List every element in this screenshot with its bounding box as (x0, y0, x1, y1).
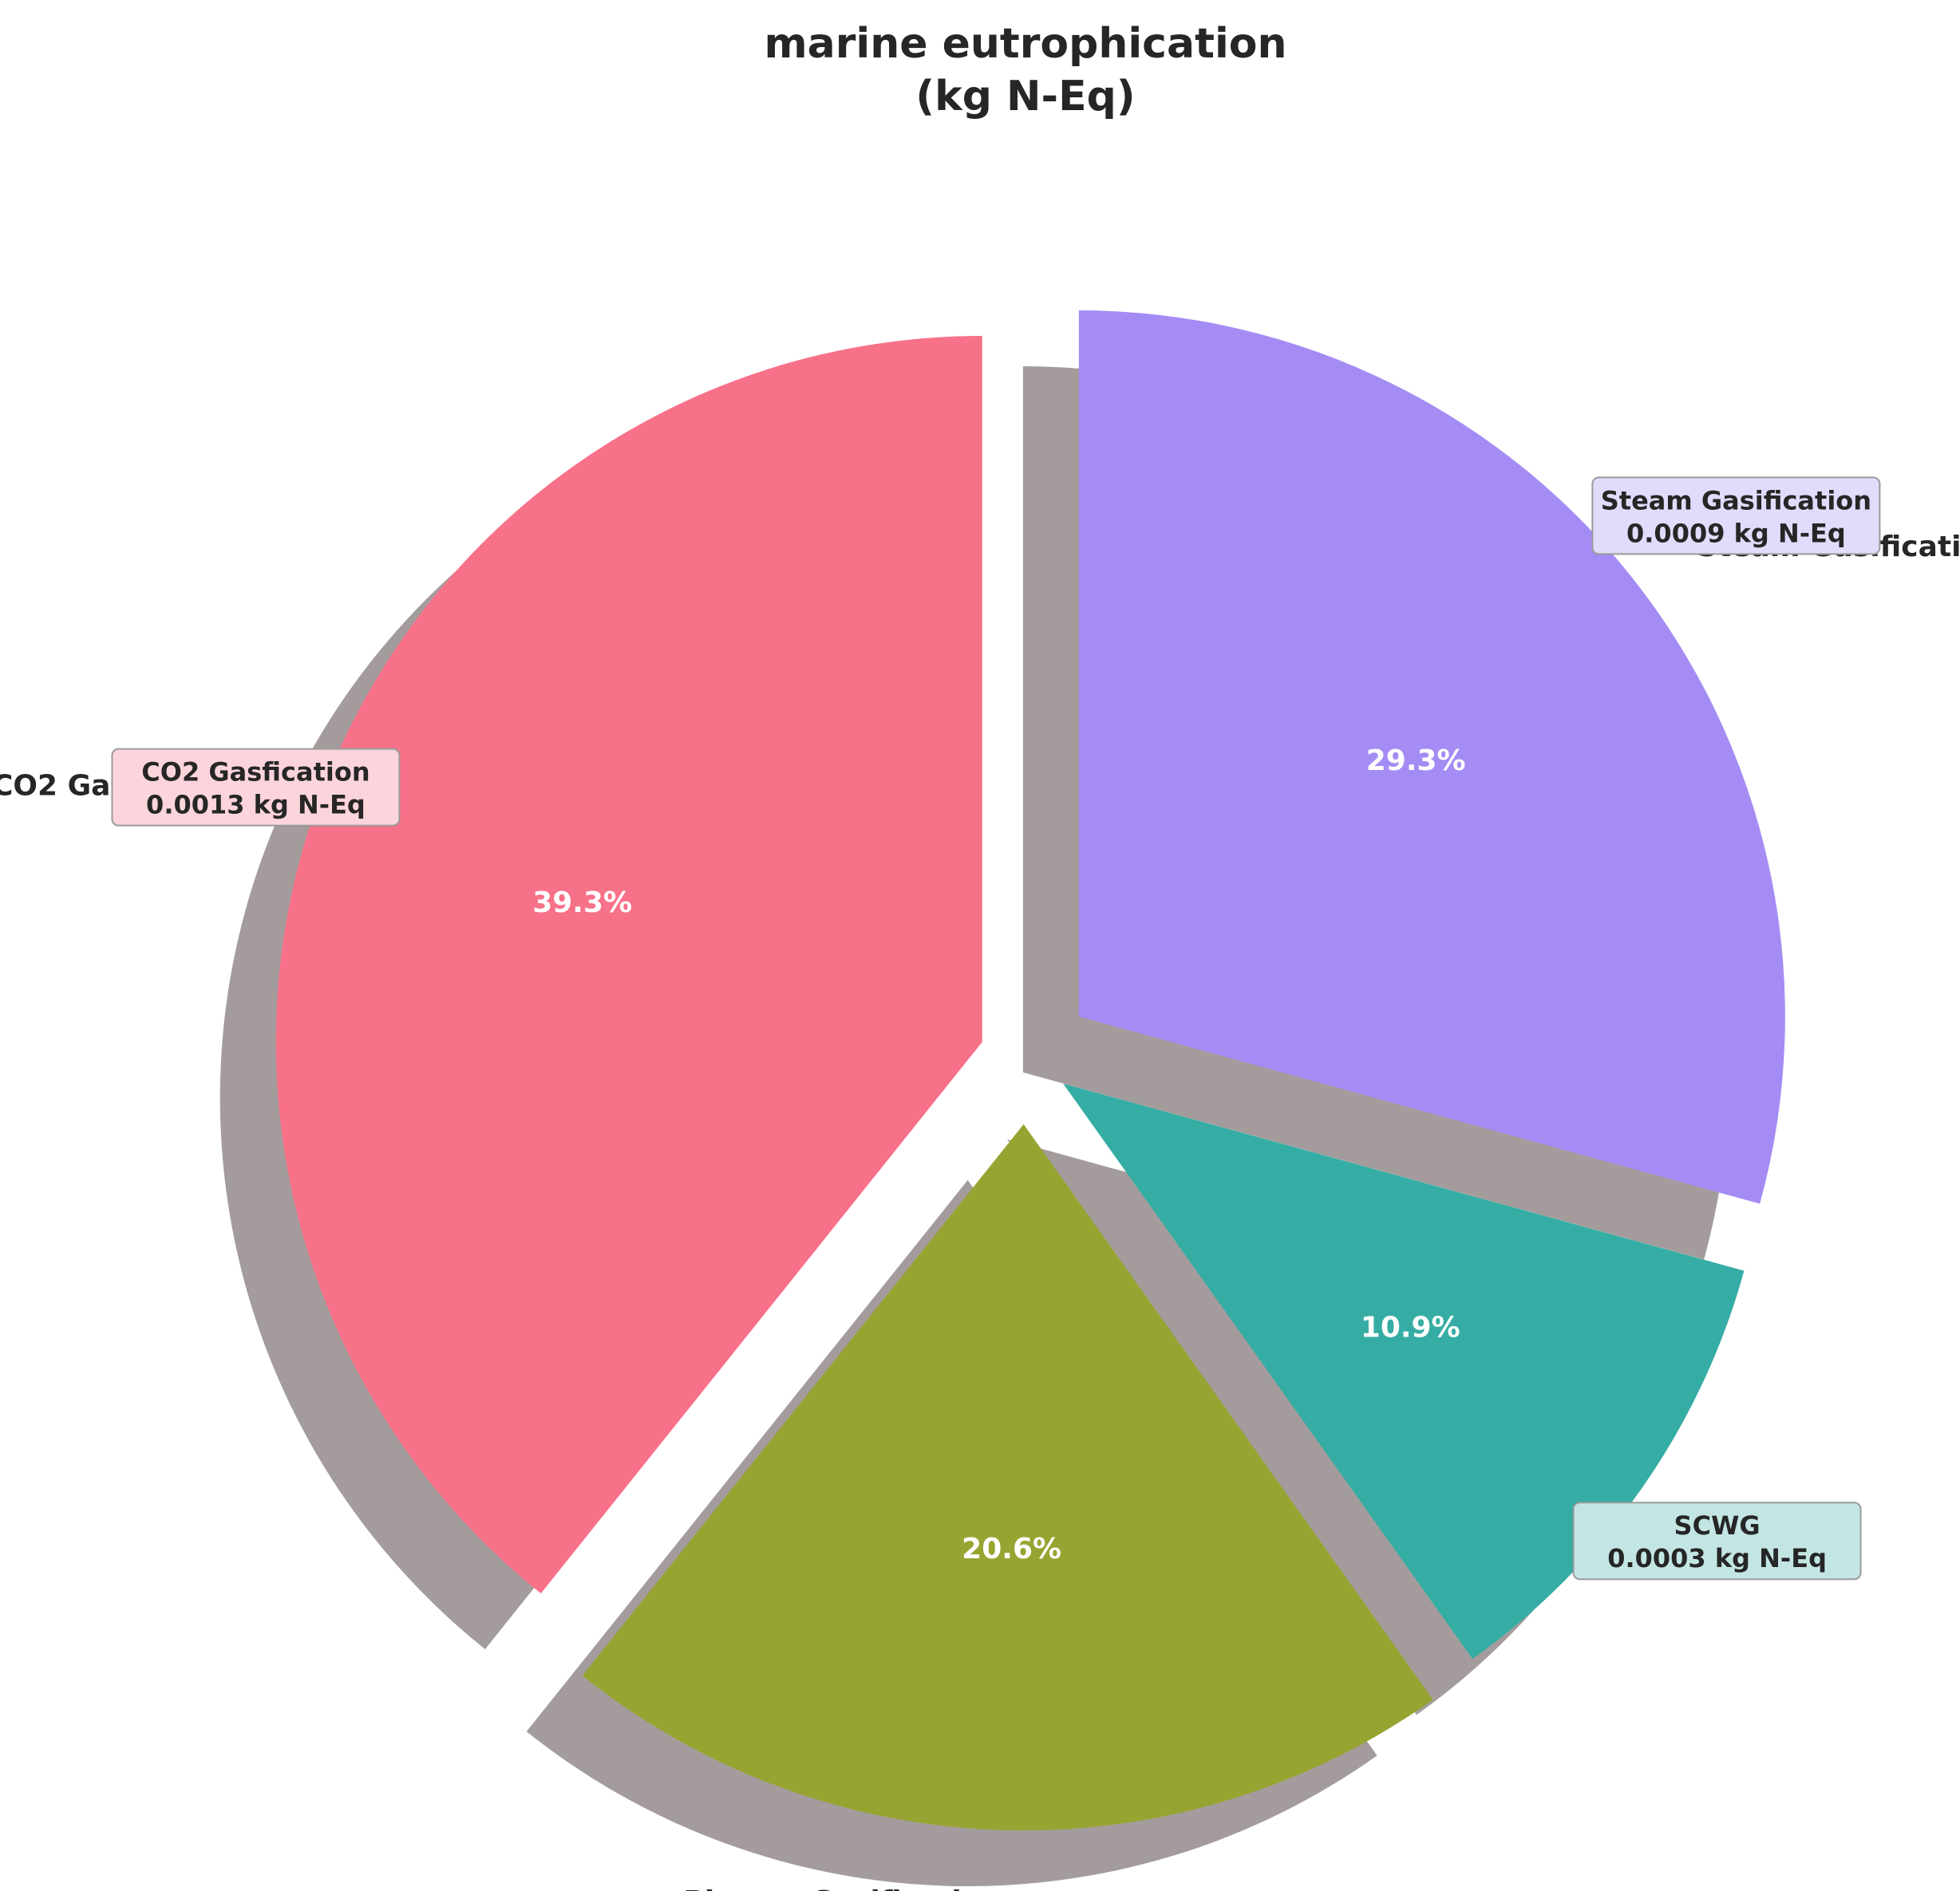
annotation-box-scwg (1572, 1502, 1862, 1581)
annotation-value-steam-gasification: 0.0009 kg N-Eq (1626, 518, 1846, 548)
annotation-value-scwg: 0.0003 kg N-Eq (1607, 1543, 1827, 1573)
pct-label-steam-gasification: 29.3% (1366, 744, 1466, 777)
pct-label-co2-gasfication: 39.3% (532, 886, 632, 919)
annotation-name-scwg: SCWG (1674, 1510, 1760, 1541)
annotation-box-steam-gasification (1591, 476, 1881, 555)
chart-title-line-2: (kg N-Eq) (915, 73, 1135, 120)
slice-label-plasma-gasification: Plasma Gasification (684, 1885, 1002, 1891)
pct-label-plasma-gasification: 20.6% (962, 1533, 1061, 1565)
slice-steam-gasification (1078, 310, 1785, 1204)
annotation-value-co2-gasfication: 0.0013 kg N-Eq (146, 790, 366, 820)
slice-plasma-gasification (582, 1124, 1433, 1831)
slice-co2-gasfication (275, 335, 982, 1594)
annotation-name-co2-gasfication: CO2 Gasfication (141, 757, 369, 788)
annotation-name-steam-gasification: Steam Gasification (1601, 485, 1871, 515)
pct-label-scwg: 10.9% (1361, 1311, 1460, 1344)
chart-title-line-1: marine eutrophication (764, 20, 1286, 68)
slice-text: CO2 Gasfication39.3%CO2 Gasfication0.001… (0, 476, 1960, 1891)
annotation-box-co2-gasfication (111, 748, 401, 827)
